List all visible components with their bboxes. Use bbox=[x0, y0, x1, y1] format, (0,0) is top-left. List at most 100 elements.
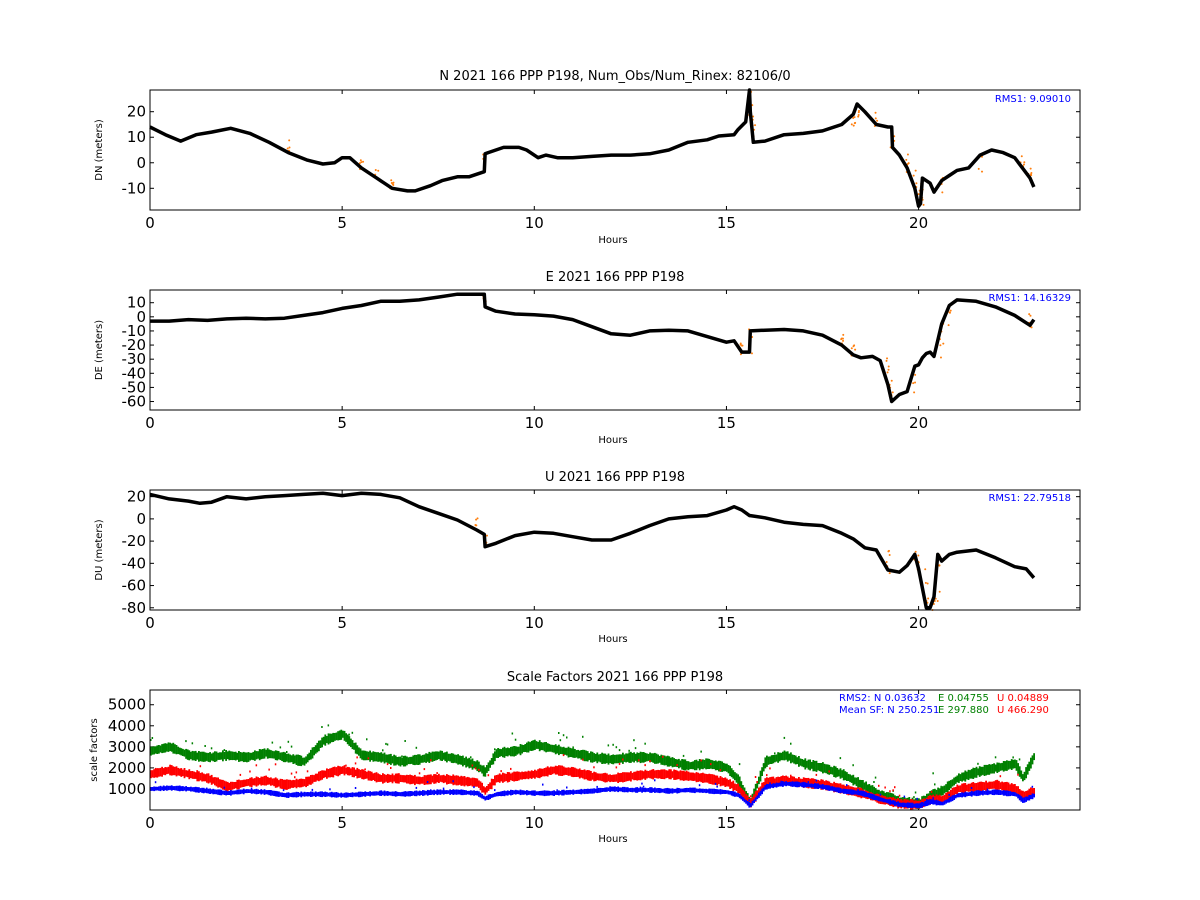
panel-scale-band-E bbox=[870, 785, 872, 794]
panel-scale-band-N bbox=[841, 789, 843, 793]
panel-scale-band-U bbox=[954, 786, 957, 795]
panel-north-outlier-point bbox=[850, 123, 853, 126]
panel-scale-band-U bbox=[442, 774, 445, 784]
panel-up-ytick-label: 20 bbox=[127, 488, 146, 506]
panel-scale-point-U bbox=[1017, 773, 1019, 776]
panel-scale-band-U bbox=[594, 772, 597, 782]
panel-scale-band-N bbox=[737, 793, 739, 797]
panel-scale-band-E bbox=[438, 751, 440, 759]
panel-scale-point-U bbox=[294, 776, 296, 779]
panel-scale-band-U bbox=[980, 781, 983, 792]
panel-scale-band-N bbox=[674, 788, 677, 793]
panel-north-outlier-point bbox=[1020, 155, 1023, 158]
panel-scale-band-E bbox=[268, 749, 271, 759]
panel-scale-band-N bbox=[871, 793, 874, 800]
panel-scale-band-U bbox=[676, 770, 679, 780]
panel-scale-band-U bbox=[321, 770, 323, 780]
panel-scale-point-N bbox=[892, 800, 894, 803]
panel-east-ytick-label: -10 bbox=[122, 322, 147, 340]
panel-scale-band-U bbox=[385, 775, 387, 782]
panel-scale-band-E bbox=[828, 764, 831, 775]
panel-up-outlier-point bbox=[924, 581, 927, 584]
panel-scale-band-N bbox=[268, 790, 271, 796]
panel-scale-band-N bbox=[537, 791, 539, 796]
panel-scale-band-N bbox=[604, 787, 607, 792]
panel-scale-band-U bbox=[812, 778, 815, 789]
panel-east-ytick-label: -20 bbox=[122, 336, 147, 354]
panel-up-outlier-point bbox=[924, 568, 927, 571]
panel-scale-band-U bbox=[614, 774, 616, 782]
panel-scale-band-E bbox=[690, 761, 693, 770]
panel-scale-point-E bbox=[401, 755, 403, 758]
panel-scale-band-N bbox=[564, 790, 567, 795]
panel-scale-band-N bbox=[497, 791, 499, 797]
panel-scale-band-E bbox=[370, 752, 373, 761]
panel-scale-band-N bbox=[894, 800, 896, 806]
panel-scale-band-U bbox=[609, 774, 611, 783]
panel-scale-band-E bbox=[270, 750, 272, 759]
panel-scale-band-U bbox=[391, 773, 394, 784]
panel-scale-band-N bbox=[1014, 792, 1016, 797]
panel-scale-band-N bbox=[1015, 793, 1018, 797]
panel-scale-band-E bbox=[206, 753, 208, 761]
panel-scale-band-E bbox=[644, 752, 647, 762]
panel-scale-band-N bbox=[857, 790, 859, 796]
panel-scale-band-N bbox=[716, 789, 719, 794]
panel-scale-band-N bbox=[166, 785, 168, 791]
panel-scale-band-N bbox=[562, 789, 565, 796]
panel-scale-band-E bbox=[242, 751, 245, 763]
panel-scale-band-N bbox=[383, 790, 386, 797]
panel-scale-band-E bbox=[670, 757, 672, 766]
panel-scale-band-E bbox=[1025, 767, 1027, 779]
panel-scale-band-N bbox=[705, 788, 707, 794]
panel-east: E 2021 166 PPP P198 DE (meters) Hours RM… bbox=[94, 270, 1081, 446]
panel-scale-point-E bbox=[722, 763, 725, 766]
panel-scale-band-U bbox=[615, 774, 618, 782]
panel-scale-band-N bbox=[193, 787, 195, 792]
panel-scale-band-U bbox=[492, 779, 495, 786]
panel-scale-band-N bbox=[964, 791, 967, 798]
panel-scale-band-E bbox=[842, 769, 845, 781]
panel-scale-band-N bbox=[330, 791, 333, 798]
panel-scale-band-E bbox=[694, 760, 696, 771]
panel-scale-band-N bbox=[746, 801, 749, 806]
panel-scale-band-U bbox=[1004, 782, 1007, 792]
panel-scale-band-U bbox=[290, 780, 293, 788]
panel-scale-band-U bbox=[364, 771, 367, 779]
panel-scale-band-U bbox=[156, 768, 159, 778]
panel-scale-band-E bbox=[535, 741, 538, 749]
panel-scale-band-U bbox=[972, 782, 975, 793]
panel-scale-band-E bbox=[614, 755, 616, 764]
panel-scale-band-U bbox=[458, 776, 461, 785]
panel-scale-band-N bbox=[220, 789, 223, 796]
panel-scale-band-U bbox=[940, 796, 943, 803]
panel-scale-band-E bbox=[327, 733, 330, 745]
panel-scale-point-E bbox=[210, 747, 213, 750]
panel-scale-band-E bbox=[503, 746, 506, 758]
panel-up-ytick-label: -80 bbox=[122, 599, 147, 617]
panel-north-outlier-point bbox=[1022, 163, 1025, 166]
panel-scale-band-N bbox=[326, 792, 328, 797]
panel-scale-band-U bbox=[358, 769, 360, 778]
panel-scale-band-N bbox=[574, 790, 576, 794]
panel-scale-point-N bbox=[223, 786, 226, 789]
panel-scale-band-E bbox=[871, 785, 874, 797]
panel-scale-band-E bbox=[394, 755, 397, 766]
panel-scale-band-U bbox=[516, 771, 519, 781]
panel-scale-point-U bbox=[306, 770, 309, 773]
panel-scale-band-E bbox=[766, 755, 768, 767]
panel-scale-point-U bbox=[471, 764, 474, 767]
panel-scale-band-N bbox=[966, 792, 968, 797]
panel-scale-band-E bbox=[578, 750, 581, 759]
panel-scale-band-E bbox=[393, 754, 395, 766]
panel-scale-band-U bbox=[441, 775, 443, 783]
panel-scale-band-U bbox=[207, 773, 210, 784]
panel-scale-band-N bbox=[950, 796, 952, 802]
panel-scale-band-N bbox=[316, 792, 319, 797]
panel-scale-band-U bbox=[950, 790, 952, 798]
panel-scale-band-N bbox=[628, 788, 631, 792]
panel-scale-band-U bbox=[705, 773, 707, 783]
panel-scale-band-E bbox=[298, 755, 301, 766]
panel-scale-band-U bbox=[444, 775, 447, 783]
panel-scale-xtick-label: 5 bbox=[337, 814, 347, 832]
